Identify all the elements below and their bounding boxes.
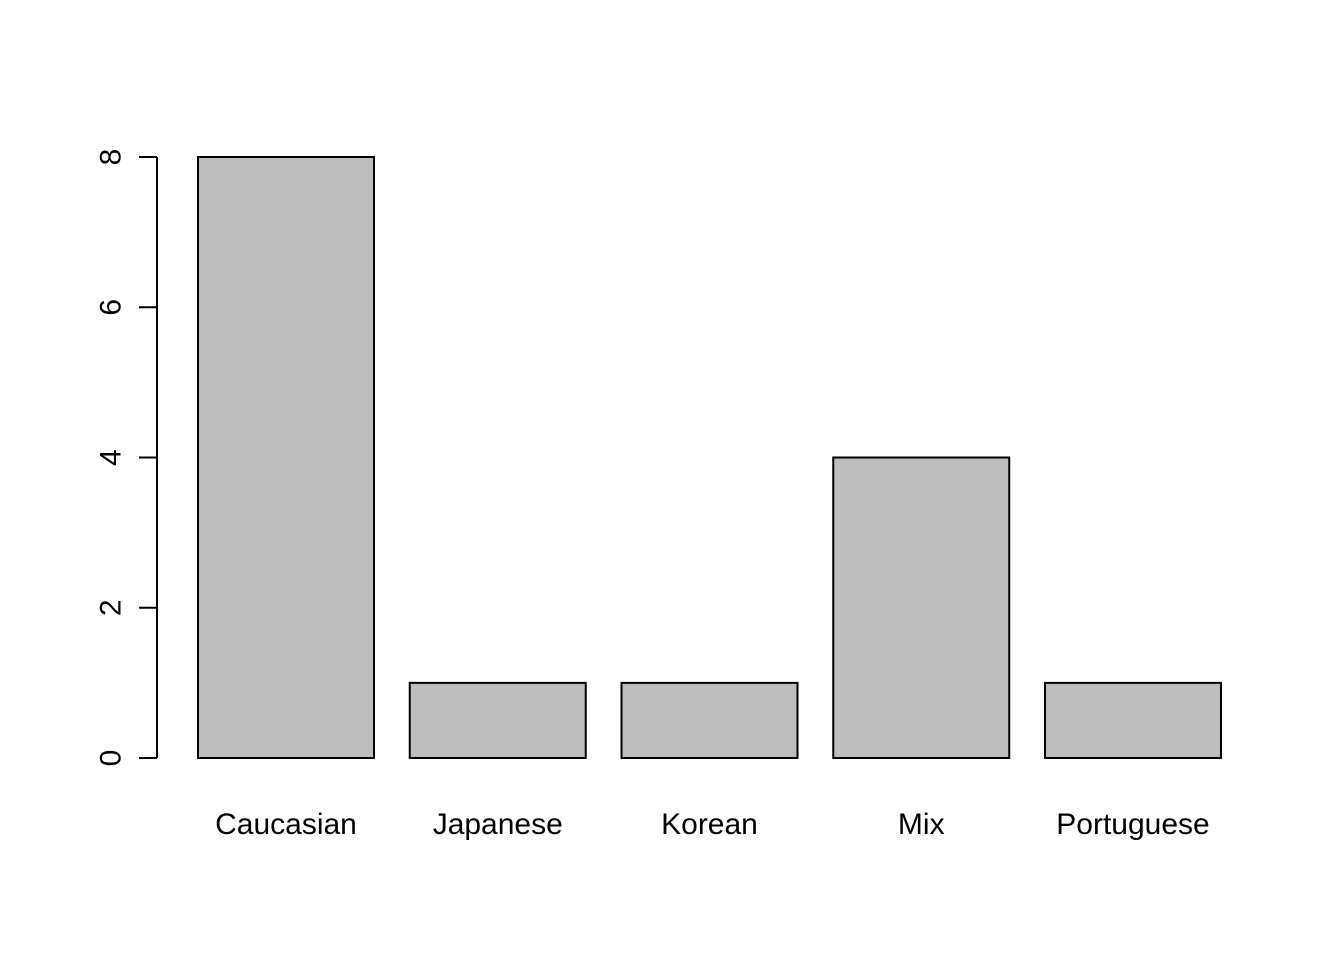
x-tick-label: Japanese	[433, 808, 563, 841]
bar-mix	[832, 456, 1011, 759]
bar-portuguese	[1044, 681, 1222, 759]
y-axis: 0 2 4 6 8	[95, 149, 158, 767]
bar-korean	[620, 681, 799, 759]
y-tick-label: 4	[95, 449, 128, 466]
bar-japanese	[408, 681, 587, 759]
x-tick-label: Korean	[661, 808, 758, 841]
x-tick-label: Caucasian	[215, 808, 357, 841]
x-tick-label: Portuguese	[1056, 808, 1209, 841]
y-tick-label: 0	[95, 750, 128, 767]
x-tick-labels: Caucasian Japanese Korean Mix Portuguese	[215, 808, 1210, 841]
bars	[197, 156, 1222, 759]
y-tick-label: 6	[95, 299, 128, 316]
y-tick-label: 2	[95, 599, 128, 616]
bar-caucasian	[197, 156, 375, 759]
y-tick-label: 8	[95, 149, 128, 166]
x-tick-label: Mix	[898, 808, 945, 841]
